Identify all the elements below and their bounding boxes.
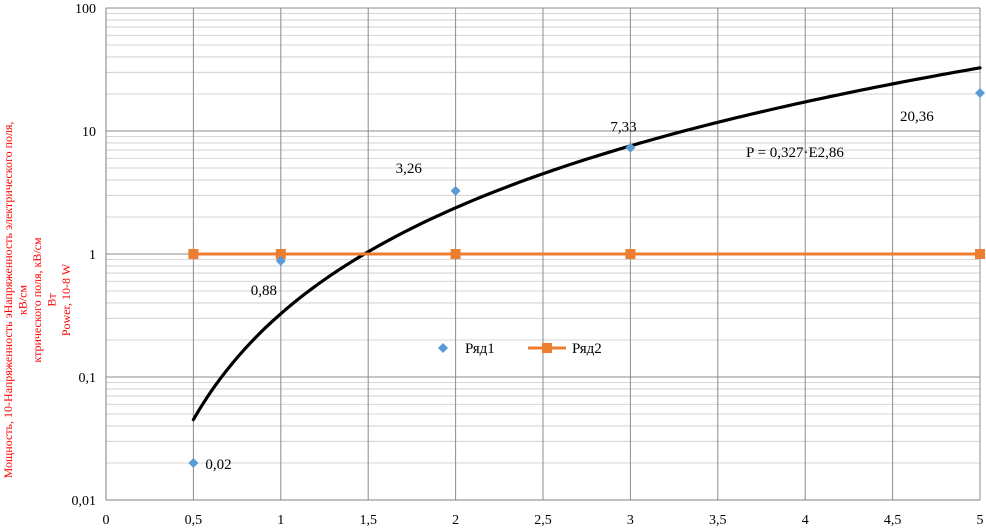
series-ryad2-point	[625, 249, 636, 259]
x-axis-tick-labels: 0 0,5 1 1,5 2 2,5 3 3,5 4 4,5 5	[103, 513, 984, 528]
axes	[105, 8, 980, 501]
y-axis-title-line: кВ/см	[16, 285, 30, 315]
legend-marker-diamond	[438, 343, 448, 353]
y-axis-tick-labels: 0,01 0,1 1 10 100	[72, 2, 97, 509]
legend-item-ryad1: Ряд1	[438, 341, 495, 357]
x-tick-label: 0,5	[185, 513, 203, 528]
data-labels: 0,02 0,88 3,26 7,33 20,36	[205, 109, 934, 473]
series-ryad2-point	[188, 249, 199, 259]
trendline-equation: P = 0,327·E2,86	[746, 145, 844, 161]
x-tick-label: 5	[977, 513, 984, 528]
y-axis-title-line: Вт	[45, 293, 59, 307]
y-tick-label: 100	[75, 2, 96, 17]
trendline	[191, 66, 982, 422]
series-ryad2-point	[275, 249, 286, 259]
trendline-curve	[191, 66, 982, 422]
legend: Ряд1 Ряд2	[438, 341, 602, 357]
data-label: 0,02	[205, 457, 231, 473]
series-ryad2-point	[975, 249, 985, 259]
y-axis-title-line: Power, 10-8 W	[59, 263, 73, 336]
x-tick-label: 2	[452, 513, 459, 528]
data-label: 0,88	[251, 283, 277, 299]
y-tick-label: 0,1	[79, 371, 97, 386]
x-tick-label: 3	[627, 513, 634, 528]
x-tick-label: 4,5	[884, 513, 902, 528]
x-tick-label: 1	[277, 513, 284, 528]
series-ryad1	[188, 88, 985, 468]
data-label: 20,36	[900, 109, 934, 125]
y-tick-label: 0,01	[72, 494, 97, 509]
x-tick-label: 2,5	[534, 513, 552, 528]
legend-item-ryad2: Ряд2	[528, 341, 602, 357]
series-ryad1-point	[188, 457, 199, 468]
series-ryad2	[188, 249, 985, 259]
x-tick-label: 0	[103, 513, 110, 528]
legend-marker-square	[542, 343, 552, 353]
series-ryad1-point	[450, 185, 461, 196]
x-tick-label: 3,5	[709, 513, 727, 528]
x-tick-label: 4	[802, 513, 809, 528]
series-ryad1-point	[975, 88, 985, 99]
y-axis-title-group: Мощность, 10-Напряженность эНапряженност…	[1, 122, 73, 479]
y-axis-title-line: ктрического поля, кВ/см	[30, 237, 44, 363]
legend-label-ryad1: Ряд1	[465, 341, 495, 357]
data-label: 3,26	[396, 161, 423, 177]
x-tick-label: 1,5	[359, 513, 377, 528]
series-ryad2-point	[450, 249, 461, 259]
data-label: 7,33	[610, 120, 636, 136]
y-tick-label: 10	[82, 125, 96, 140]
y-axis-title: Мощность, 10-Напряженность эНапряженност…	[1, 122, 73, 479]
legend-label-ryad2: Ряд2	[572, 341, 602, 357]
y-axis-title-line: Мощность, 10-Напряженность эНапряженност…	[1, 122, 15, 479]
series-ryad1-point	[275, 255, 286, 266]
y-tick-label: 1	[89, 248, 96, 263]
series-ryad1-point	[625, 142, 636, 153]
